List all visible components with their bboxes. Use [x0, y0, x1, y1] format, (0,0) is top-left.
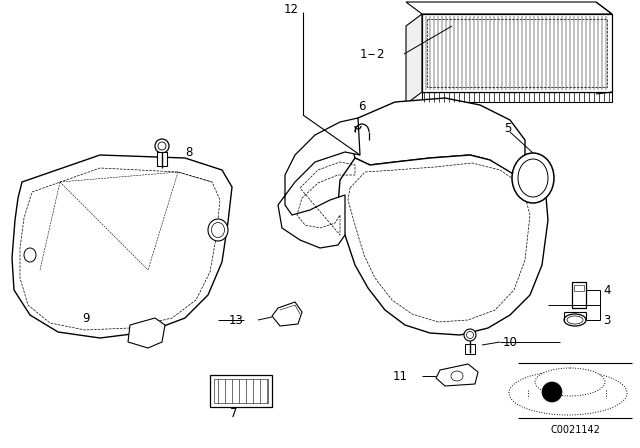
Text: 4: 4 [603, 284, 611, 297]
Circle shape [464, 329, 476, 341]
Ellipse shape [535, 368, 605, 396]
Polygon shape [12, 155, 232, 338]
Polygon shape [272, 302, 302, 326]
Ellipse shape [208, 219, 228, 241]
Polygon shape [278, 118, 360, 248]
Text: 7: 7 [230, 406, 237, 419]
Text: 11: 11 [393, 370, 408, 383]
Polygon shape [436, 364, 478, 386]
Text: 3: 3 [603, 314, 611, 327]
Text: 10: 10 [503, 336, 518, 349]
Polygon shape [406, 14, 422, 104]
Polygon shape [406, 2, 612, 14]
Text: 12: 12 [284, 3, 298, 16]
Polygon shape [350, 98, 525, 175]
Text: 5: 5 [504, 121, 512, 134]
Text: 6: 6 [358, 99, 365, 112]
Polygon shape [338, 155, 548, 335]
Polygon shape [422, 92, 612, 102]
Text: C0021142: C0021142 [550, 425, 600, 435]
Text: 9: 9 [82, 311, 90, 324]
Text: 2: 2 [376, 47, 383, 60]
Ellipse shape [24, 248, 36, 262]
Text: 8: 8 [185, 146, 193, 159]
Bar [214, 379, 268, 403]
Ellipse shape [509, 371, 627, 415]
Bar [210, 375, 272, 407]
Ellipse shape [512, 153, 554, 203]
Text: 1: 1 [360, 47, 367, 60]
Bar [572, 282, 586, 308]
Circle shape [542, 382, 562, 402]
Bar [574, 285, 584, 291]
Polygon shape [422, 14, 612, 92]
Text: 13: 13 [229, 314, 244, 327]
Circle shape [155, 139, 169, 153]
Bar [465, 344, 475, 354]
Ellipse shape [564, 314, 586, 326]
Ellipse shape [518, 159, 548, 197]
Polygon shape [128, 318, 165, 348]
Bar [157, 152, 167, 166]
